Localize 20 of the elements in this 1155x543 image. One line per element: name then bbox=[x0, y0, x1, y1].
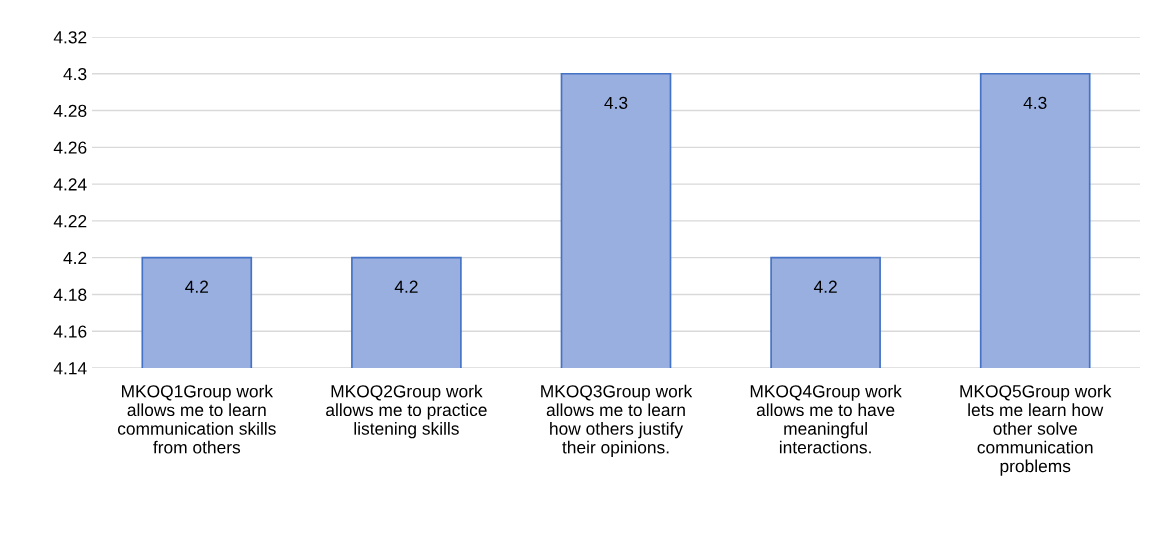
y-tick-label: 4.18 bbox=[53, 288, 87, 301]
y-tick-label: 4.22 bbox=[53, 215, 87, 228]
data-label: 4.3 bbox=[1023, 96, 1047, 109]
y-tick-label: 4.2 bbox=[63, 251, 87, 264]
data-label: 4.2 bbox=[813, 280, 837, 293]
y-tick-label: 4.26 bbox=[53, 141, 87, 154]
y-tick-label: 4.3 bbox=[63, 67, 87, 81]
data-label: 4.2 bbox=[394, 280, 418, 293]
data-label: 4.3 bbox=[604, 96, 628, 109]
y-tick-label: 4.28 bbox=[53, 104, 87, 118]
x-tick-label: MKOQ5Group work lets me learn how other solve communication problems bbox=[960, 384, 1112, 476]
data-label: 4.2 bbox=[185, 280, 208, 293]
y-tick-label: 4.32 bbox=[53, 31, 87, 44]
x-tick-label: MKOQ2Group work allows me to practice listening skills bbox=[326, 384, 487, 439]
y-tick-label: 4.14 bbox=[53, 362, 87, 375]
x-tick-label: MKOQ3Group work allows me to learn how others justify their opinions. bbox=[541, 384, 693, 457]
y-tick-label: 4.16 bbox=[53, 325, 87, 338]
y-tick-label: 4.24 bbox=[53, 178, 87, 191]
x-tick-label: MKOQ4Group work allows me to have meaningful interactions. bbox=[750, 384, 902, 454]
x-tick-label: MKOQ1Group work allows me to learn communication skills from others bbox=[117, 384, 276, 454]
